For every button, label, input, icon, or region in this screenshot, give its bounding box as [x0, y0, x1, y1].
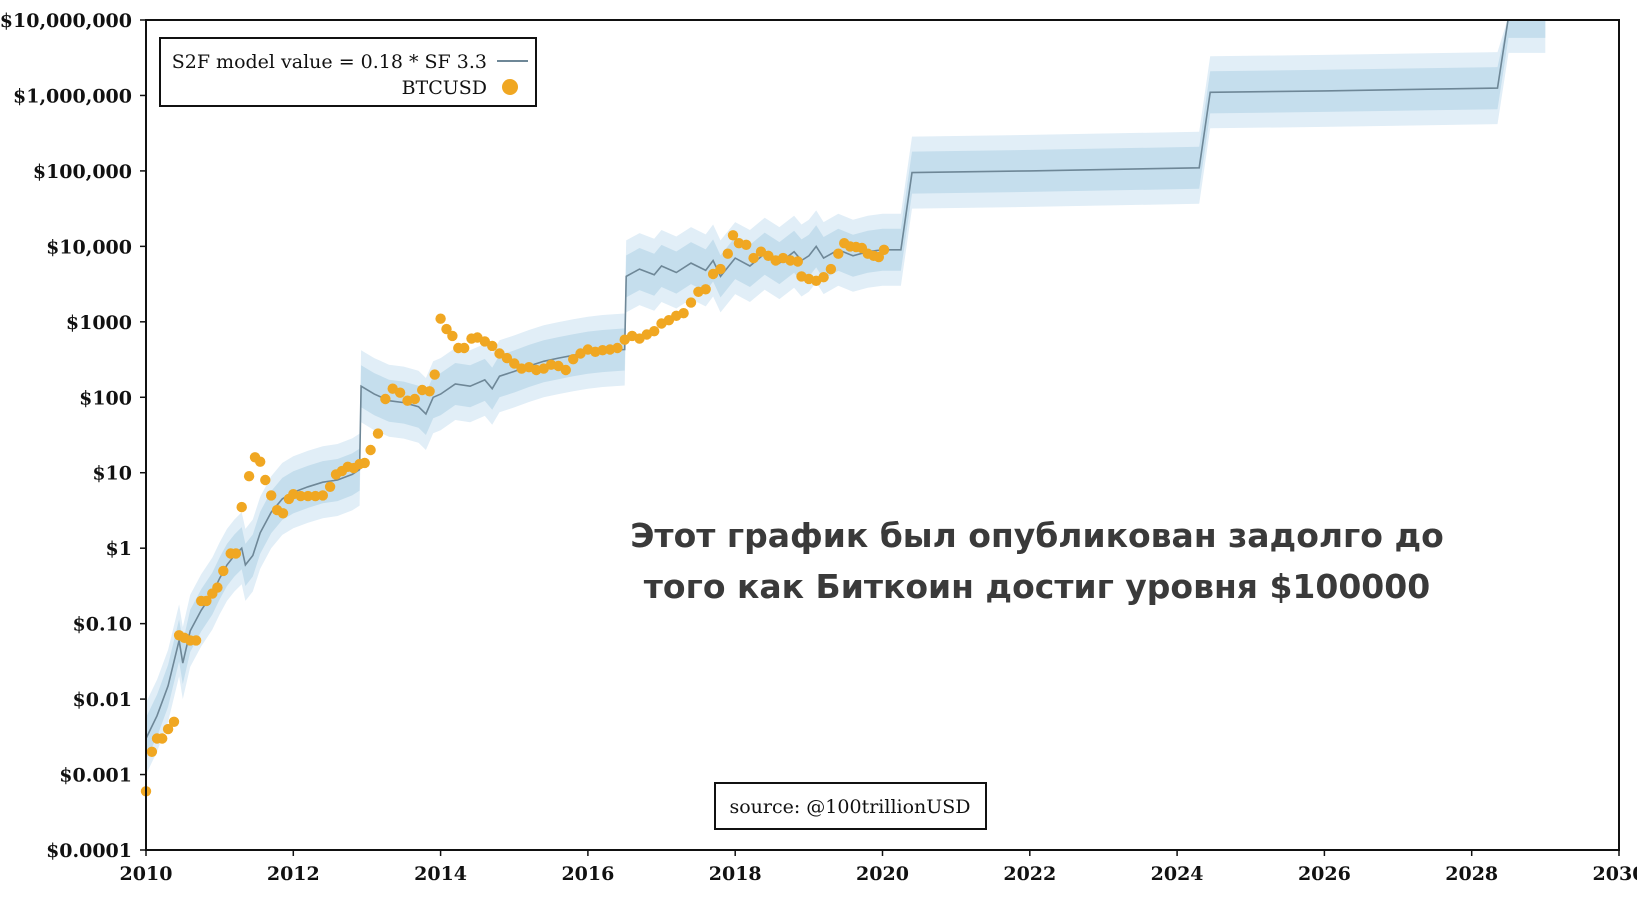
btcusd-point: [212, 582, 223, 593]
source-frame: [714, 782, 987, 830]
btcusd-point: [509, 358, 520, 369]
y-tick-label: $10: [92, 463, 132, 485]
btcusd-point: [818, 272, 829, 283]
btcusd-point: [260, 474, 271, 486]
x-axis: 2010 2012 2014 2016 2018 2020 2022 2024 2026 2028…: [120, 850, 1637, 885]
btcusd-point: [560, 364, 571, 376]
annotation-line-1: Этот график был опубликован задолго до: [630, 516, 1444, 555]
btcusd-point: [459, 342, 470, 354]
btcusd-point: [792, 256, 803, 267]
x-tick-label: 2010: [120, 863, 173, 885]
x-tick-label: 2024: [1151, 863, 1204, 885]
btcusd-point: [722, 248, 733, 259]
btcusd-point: [295, 490, 306, 502]
y-axis: $10,000,000 $1,000,000 $100,000 $10,000 $100…: [0, 10, 146, 862]
btcusd-point: [501, 352, 513, 364]
btcusd-point: [380, 393, 391, 405]
y-tick-label: $1000: [66, 312, 132, 334]
btcusd-point: [678, 308, 689, 319]
x-tick-label: 2030: [1593, 863, 1637, 885]
btcusd-point: [243, 471, 255, 482]
x-tick-label: 2022: [1003, 863, 1056, 885]
btcusd-point: [568, 354, 579, 365]
btcusd-point: [190, 635, 202, 646]
legend: S2F model value = 0.18 * SF 3.3 BTCUSD: [159, 37, 537, 107]
y-tick-label: $1: [106, 538, 132, 560]
btcusd-point: [236, 501, 247, 513]
s2f-band-outer: [146, 20, 1546, 775]
btcusd-point: [277, 508, 289, 519]
btcusd-point: [324, 481, 336, 492]
annotation-line-2: того как Биткоин достиг уровня $100000: [644, 567, 1430, 606]
legend-label-btcusd: BTCUSD: [402, 77, 487, 99]
btcusd-point: [487, 340, 498, 352]
y-tick-label: $100: [79, 387, 132, 409]
btcusd-point: [255, 456, 266, 467]
btcusd-point: [715, 263, 726, 275]
x-tick-label: 2016: [561, 863, 614, 885]
btcusd-point: [700, 284, 711, 295]
x-tick-label: 2020: [856, 863, 909, 885]
s2f-band-inner: [146, 20, 1546, 760]
y-tick-label: $1,000,000: [13, 85, 132, 107]
y-tick-label: $10,000: [46, 236, 132, 258]
y-tick-label: $10,000,000: [0, 10, 132, 32]
btcusd-point: [317, 490, 328, 501]
btcusd-point: [612, 342, 623, 354]
btcusd-point: [763, 250, 774, 261]
x-tick-label: 2018: [709, 863, 762, 885]
x-tick-label: 2026: [1298, 863, 1351, 885]
annotation: Этот график был опубликован задолго до т…: [630, 516, 1444, 606]
btcusd-point: [394, 387, 406, 398]
legend-swatch-btcusd-dot: [502, 79, 518, 95]
btcusd-point: [162, 723, 174, 735]
btcusd-point: [447, 330, 458, 342]
btcusd-point: [878, 244, 890, 255]
y-tick-label: $0.001: [59, 765, 132, 787]
btcusd-point: [649, 326, 660, 337]
btcusd-point: [825, 263, 837, 275]
btcusd-point: [359, 457, 370, 469]
x-tick-label: 2012: [267, 863, 320, 885]
btcusd-point: [873, 251, 884, 263]
btcusd-point: [685, 297, 697, 308]
source-box: source: @100trillionUSD: [714, 782, 987, 830]
btcusd-point: [707, 268, 719, 280]
source-label: source: @100trillionUSD: [729, 796, 970, 818]
btcusd-point: [146, 746, 158, 757]
btcusd-point: [741, 239, 752, 250]
btcusd-point: [748, 252, 759, 264]
plot-frame: [145, 19, 1620, 851]
y-tick-label: $100,000: [33, 161, 132, 183]
btcusd-point: [372, 428, 384, 439]
btcusd-points-group: [140, 230, 890, 797]
btcusd-point: [218, 565, 229, 577]
btcusd-point: [429, 369, 440, 380]
btcusd-point: [833, 248, 844, 259]
x-tick-label: 2014: [414, 863, 467, 885]
btcusd-point: [424, 386, 435, 397]
btcusd-point: [230, 548, 242, 559]
btcusd-point: [494, 348, 505, 359]
s2f-uncertainty-band: [146, 20, 1546, 775]
btcusd-point: [409, 393, 420, 405]
btcusd-point: [168, 716, 180, 727]
btcusd-point: [727, 230, 739, 241]
btcusd-point: [365, 444, 376, 456]
legend-label-s2f: S2F model value = 0.18 * SF 3.3: [172, 51, 487, 73]
btcusd-point: [441, 323, 452, 335]
y-tick-label: $0.01: [73, 689, 133, 711]
legend-box: [159, 37, 537, 107]
btcusd-point: [157, 733, 168, 744]
btcusd-point: [435, 313, 446, 324]
btcusd-point: [302, 490, 314, 502]
btcusd-point: [266, 490, 277, 501]
y-tick-label: $0.10: [73, 614, 133, 636]
btcusd-point: [201, 595, 212, 607]
x-tick-label: 2028: [1445, 863, 1498, 885]
y-tick-label: $0.0001: [46, 840, 132, 862]
